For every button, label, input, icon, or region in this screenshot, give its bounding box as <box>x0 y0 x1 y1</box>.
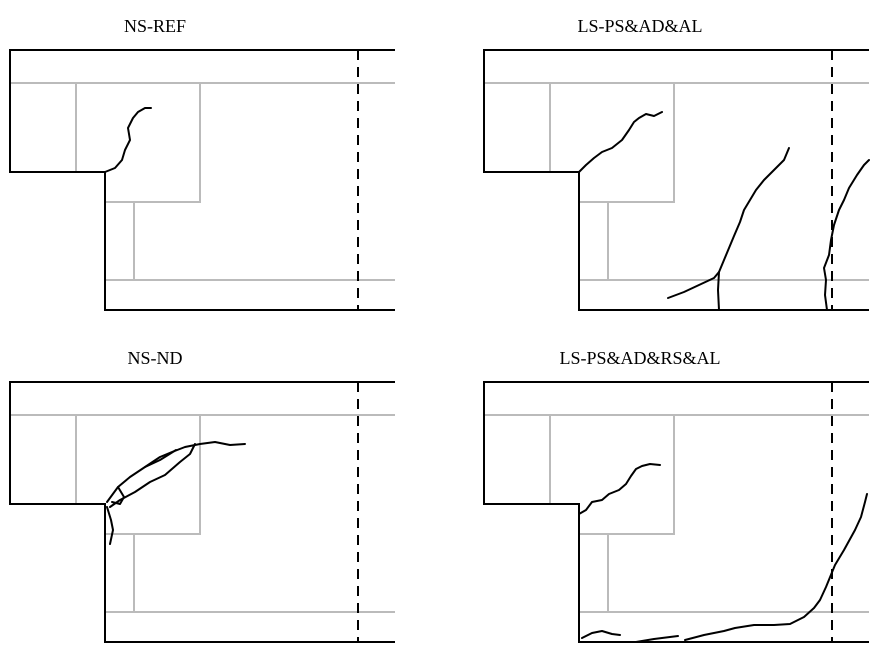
beam-outline <box>484 50 869 310</box>
panel: LS-PS&AD&RS&AL <box>484 348 869 642</box>
panel-title: LS-PS&AD&AL <box>577 16 702 36</box>
crack <box>579 112 662 172</box>
figure: NS-REF LS-PS&AD&AL NS-ND LS-PS&AD&RS&AL <box>0 0 881 664</box>
panel-title: LS-PS&AD&RS&AL <box>559 348 720 368</box>
panel: NS-REF <box>10 16 395 310</box>
crack <box>685 494 867 640</box>
crack <box>718 272 719 310</box>
crack <box>145 450 176 467</box>
panel-title: NS-ND <box>127 348 182 368</box>
beam-outline <box>484 382 869 642</box>
beam-outline <box>10 382 395 642</box>
crack <box>824 160 869 310</box>
panel: NS-ND <box>10 348 395 642</box>
panel: LS-PS&AD&AL <box>484 16 869 310</box>
crack <box>105 108 151 172</box>
beam-outline <box>10 50 395 310</box>
crack <box>582 631 620 638</box>
crack <box>107 507 113 544</box>
crack <box>668 148 789 298</box>
panel-title: NS-REF <box>124 16 186 36</box>
crack <box>579 464 660 514</box>
